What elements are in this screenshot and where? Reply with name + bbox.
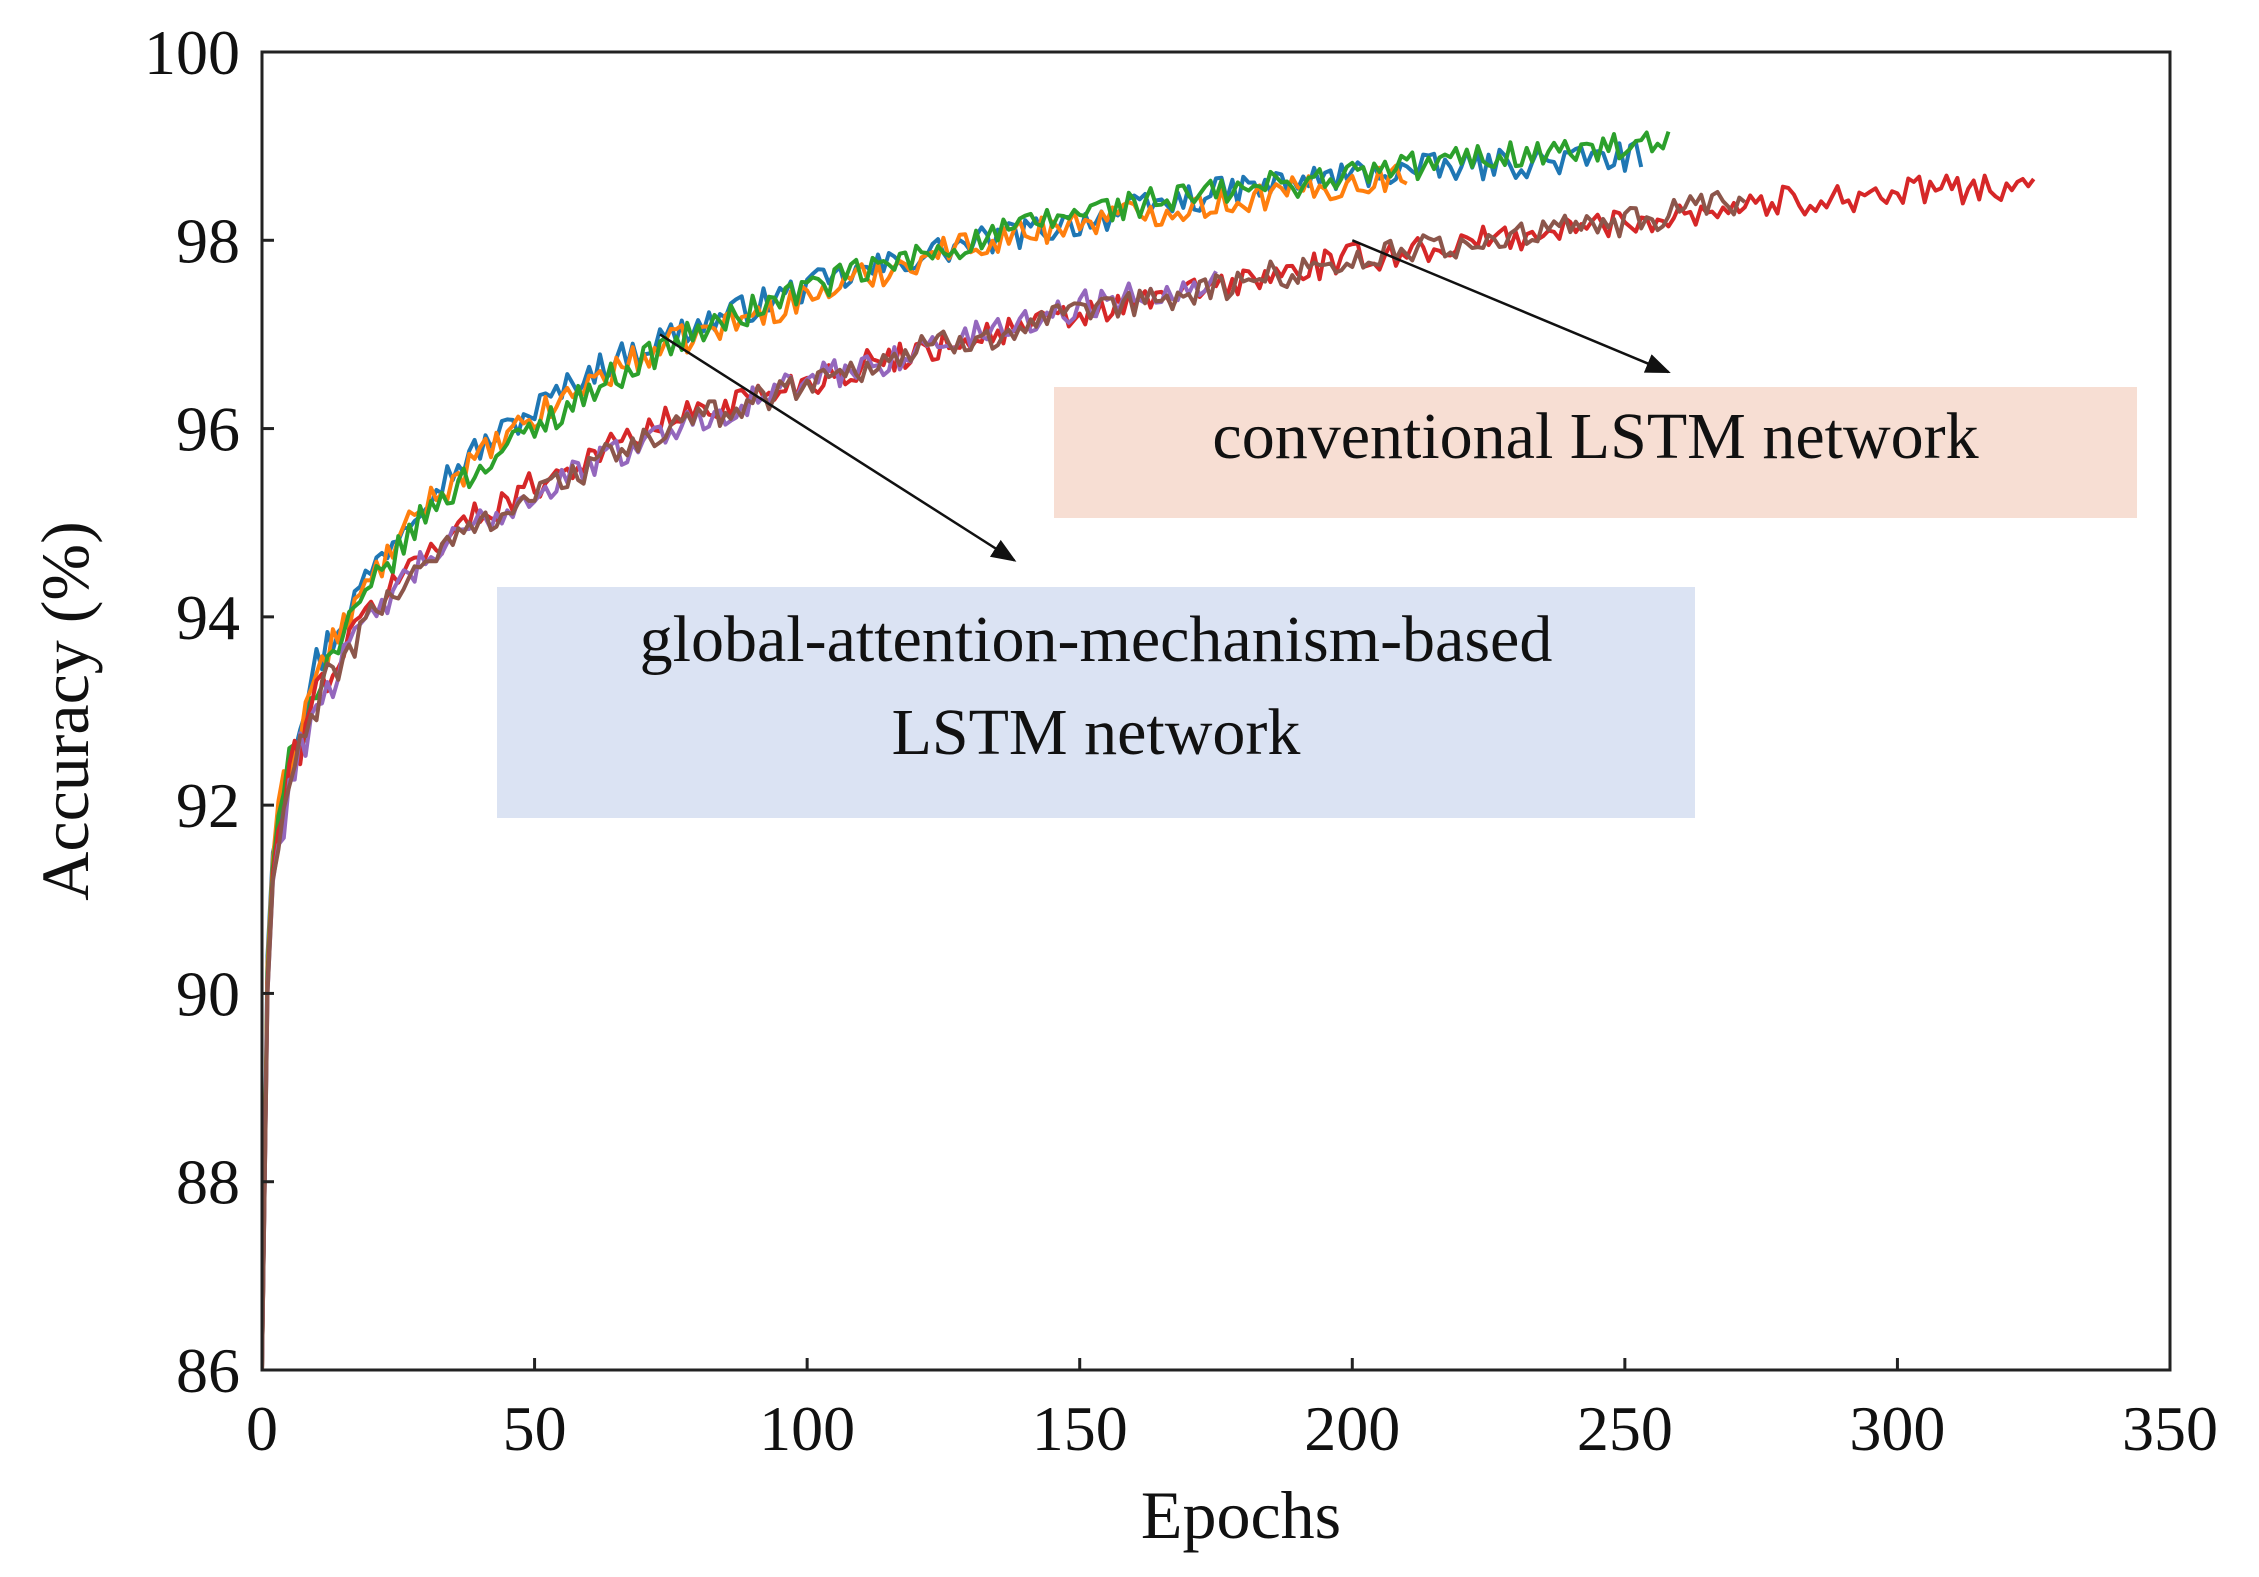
y-tick-label: 96 <box>176 394 240 465</box>
annotation-label: global-attention-mechanism-based <box>640 603 1553 676</box>
annotation-arrow <box>659 333 1017 562</box>
annotation-conventional: conventional LSTM network <box>1054 387 2137 518</box>
y-tick-label: 100 <box>144 17 240 88</box>
x-tick-label: 0 <box>246 1393 278 1464</box>
annotation-label: conventional LSTM network <box>1212 400 1978 473</box>
tick-layer: 0 50 100 150 200 250 300 350 86 88 90 92 94 96 98 100 <box>144 17 2218 1464</box>
plot-frame <box>260 50 2172 1372</box>
annotation-box <box>497 587 1695 818</box>
annotation-box <box>1054 387 2137 518</box>
annotation-layer: conventional LSTM network global-attentio… <box>497 239 2137 818</box>
series-line-global-attention-3 <box>262 130 1671 1370</box>
series-layer <box>262 130 2036 1370</box>
x-tick-label: 300 <box>1849 1393 1945 1464</box>
y-tick-label: 98 <box>176 205 240 276</box>
series-line-conventional-3 <box>262 190 1747 1370</box>
y-tick-label: 92 <box>176 770 240 841</box>
y-tick-label: 86 <box>176 1335 240 1406</box>
y-tick-label: 90 <box>176 958 240 1029</box>
annotation-label: LSTM network <box>892 696 1301 769</box>
annotation-arrow <box>1351 239 1671 374</box>
y-tick-label: 94 <box>176 582 240 653</box>
y-axis-title: Accuracy (%) <box>27 521 103 900</box>
y-tick-label: 88 <box>176 1147 240 1218</box>
x-tick-label: 50 <box>503 1393 567 1464</box>
x-tick-label: 200 <box>1304 1393 1400 1464</box>
x-tick-label: 350 <box>2122 1393 2218 1464</box>
x-tick-label: 250 <box>1577 1393 1673 1464</box>
annotation-global-attention: global-attention-mechanism-based LSTM net… <box>497 587 1695 818</box>
series-line-global-attention-2 <box>262 163 1408 1370</box>
x-tick-label: 150 <box>1032 1393 1128 1464</box>
x-tick-label: 100 <box>759 1393 855 1464</box>
x-axis-title: Epochs <box>1141 1477 1341 1553</box>
